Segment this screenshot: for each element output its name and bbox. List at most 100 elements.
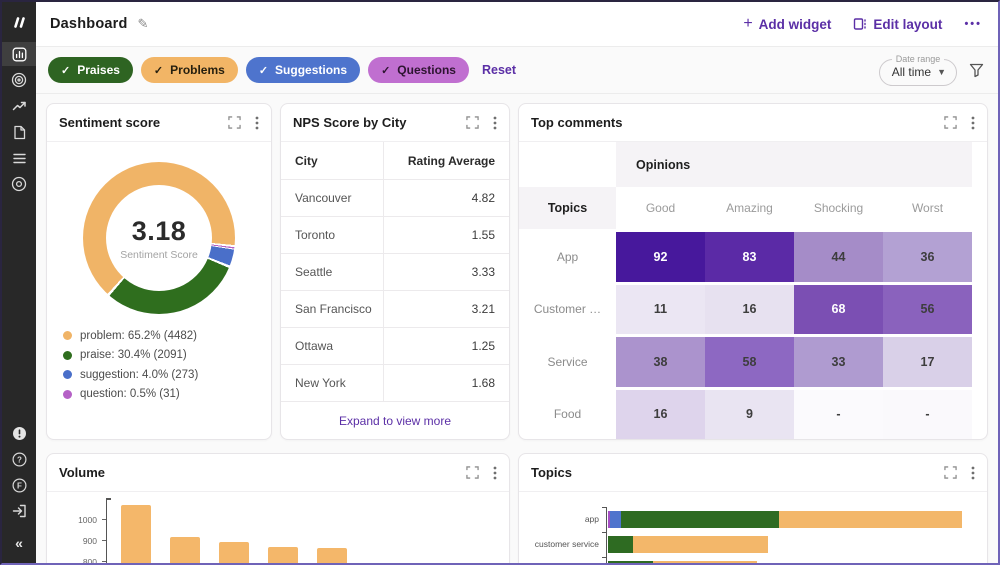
collapse-sidebar-icon[interactable]: « [2,531,36,555]
table-row: San Francisco3.21 [281,291,509,328]
sidebar-item-trends[interactable] [2,94,36,118]
volume-bar[interactable] [219,542,249,563]
heatmap-cell[interactable]: 36 [883,232,972,282]
whats-new-icon[interactable] [2,421,36,445]
sidebar-item-themes[interactable] [2,68,36,92]
logout-icon[interactable] [2,499,36,523]
topics-group-label: Topics [519,187,616,229]
category-label: customer service [519,532,599,557]
heatmap-cell[interactable]: 33 [794,337,883,387]
sidebar-item-dashboards[interactable] [2,42,36,66]
heatmap-row: Customer …11166856 [519,285,972,335]
heatmap-cell[interactable]: 9 [705,390,794,440]
help-icon[interactable]: ? [2,447,36,471]
table-row: Toronto1.55 [281,217,509,254]
bar-segment-praise [608,536,633,553]
sidebar: ? F « [2,2,36,563]
date-range-select[interactable]: Date range All time ▼ [879,54,957,86]
date-range-label: Date range [892,54,945,64]
filter-pill-suggestions[interactable]: ✓Suggestions [246,57,360,83]
svg-text:F: F [17,481,22,490]
topics-bar[interactable] [608,561,757,563]
heatmap-cell[interactable]: 38 [616,337,705,387]
nps-table-body: Vancouver4.82Toronto1.55Seattle3.33San F… [281,180,509,402]
heatmap-cell[interactable]: - [883,390,972,440]
heatmap-cell[interactable]: 92 [616,232,705,282]
heatmap-column-headers: Topics GoodAmazingShockingWorst [519,187,972,229]
heatmap-cell[interactable]: 56 [883,285,972,335]
heatmap-row: Service38583317 [519,337,972,387]
legend-item-praise[interactable]: praise: 30.4% (2091) [63,346,255,366]
expand-widget-icon[interactable] [466,466,479,479]
topbar-actions: + Add widget Edit layout ••• [743,16,982,32]
heatmap-cell[interactable]: 11 [616,285,705,335]
heatmap-column-header: Worst [883,187,972,229]
more-options-icon[interactable]: ••• [964,18,982,30]
heatmap-cell[interactable]: 16 [705,285,794,335]
add-widget-button[interactable]: + Add widget [743,16,831,32]
filter-funnel-icon[interactable] [969,63,984,78]
legend-dot [63,351,72,360]
y-tick-mark [102,561,106,562]
city-cell: Toronto [281,217,384,253]
edit-layout-button[interactable]: Edit layout [853,17,942,32]
heatmap-cell[interactable]: 58 [705,337,794,387]
expand-widget-icon[interactable] [944,116,957,129]
filter-pill-praises[interactable]: ✓Praises [48,57,133,83]
y-tick-label: 1000 [47,515,97,525]
expand-widget-icon[interactable] [466,116,479,129]
rating-cell: 1.25 [384,328,509,364]
heatmap-corner [519,142,616,187]
sentiment-score-value: 3.18 [132,216,187,247]
bar-segment-problem [653,561,757,563]
feedback-icon[interactable]: F [2,473,36,497]
topics-bar[interactable] [608,536,768,553]
volume-bar[interactable] [268,547,298,563]
y-axis-cap [106,498,111,500]
app-logo-icon[interactable] [2,10,36,34]
city-cell: New York [281,365,384,401]
sidebar-item-goals[interactable] [2,172,36,196]
edit-title-pencil-icon[interactable]: ✎ [138,16,149,32]
widget-menu-icon[interactable] [255,116,259,130]
donut-center: 3.18 Sentiment Score [106,185,212,291]
reset-filters-link[interactable]: Reset [482,63,516,77]
sidebar-item-feed[interactable] [2,146,36,170]
sidebar-item-reports[interactable] [2,120,36,144]
heatmap-column-header: Shocking [794,187,883,229]
sentiment-donut-chart[interactable]: 3.18 Sentiment Score [83,162,235,314]
widget-menu-icon[interactable] [971,116,975,130]
topics-bar[interactable] [608,511,962,528]
heatmap-row-label: Service [519,337,616,387]
expand-to-view-more-link[interactable]: Expand to view more [281,402,509,439]
legend-item-problem[interactable]: problem: 65.2% (4482) [63,326,255,346]
heatmap-row-label: Food [519,390,616,440]
main-area: Dashboard ✎ + Add widget Edit layout ••• [36,2,998,563]
heatmap-cell[interactable]: 17 [883,337,972,387]
filter-pill-problems[interactable]: ✓Problems [141,57,238,83]
volume-bar[interactable] [317,548,347,563]
table-row: Seattle3.33 [281,254,509,291]
heatmap-column-header: Good [616,187,705,229]
heatmap-row: Food169-- [519,390,972,440]
heatmap-cell[interactable]: 16 [616,390,705,440]
filter-pill-questions[interactable]: ✓Questions [368,57,469,83]
widget-menu-icon[interactable] [493,466,497,480]
heatmap-cell[interactable]: - [794,390,883,440]
volume-bar[interactable] [170,537,200,563]
legend-item-suggestion[interactable]: suggestion: 4.0% (273) [63,365,255,385]
rating-cell: 1.68 [384,365,509,401]
expand-widget-icon[interactable] [228,116,241,129]
widget-nps-score-by-city: NPS Score by City [280,103,510,440]
heatmap-cell[interactable]: 44 [794,232,883,282]
legend-item-question[interactable]: question: 0.5% (31) [63,385,255,405]
layout-icon [853,17,867,31]
expand-widget-icon[interactable] [944,466,957,479]
bar-segment-problem [633,536,768,553]
volume-bar[interactable] [121,505,151,563]
widget-menu-icon[interactable] [971,466,975,480]
widget-menu-icon[interactable] [493,116,497,130]
y-tick-mark [102,540,106,541]
heatmap-cell[interactable]: 83 [705,232,794,282]
heatmap-cell[interactable]: 68 [794,285,883,335]
